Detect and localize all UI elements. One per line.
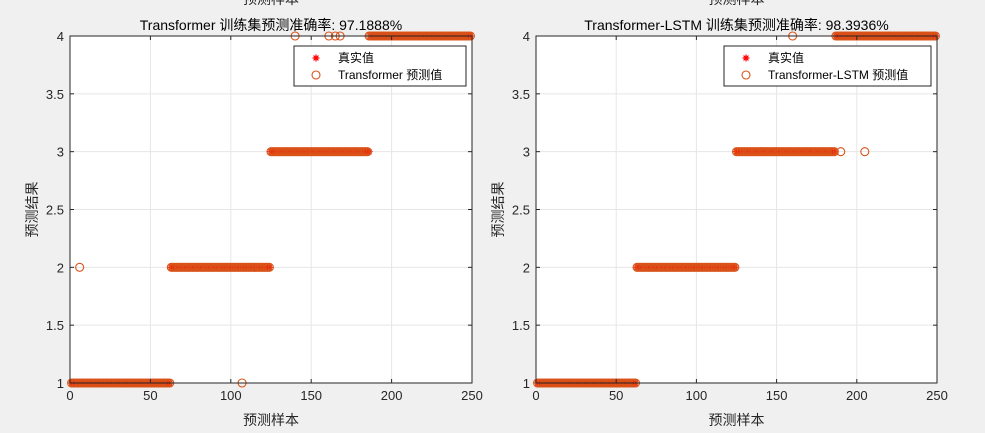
predicted-outlier-point — [75, 262, 85, 272]
y-tick-label: 1 — [523, 376, 530, 391]
true-value-point — [365, 148, 373, 156]
legend-true-marker — [312, 54, 320, 62]
x-tick-label: 50 — [143, 388, 157, 403]
y-axis-label: 预测结果 — [491, 182, 507, 238]
x-tick-label: 200 — [846, 388, 868, 403]
x-tick-label: 250 — [461, 388, 483, 403]
x-tick-label: 100 — [220, 388, 242, 403]
legend-box — [293, 45, 467, 87]
x-tick-label: 100 — [686, 388, 708, 403]
legend-true-label: 真实值 — [338, 50, 374, 65]
predicted-outlier-point — [860, 147, 870, 157]
y-tick-label: 1 — [57, 376, 64, 391]
y-tick-label: 1.5 — [512, 318, 530, 333]
x-tick-label: 200 — [381, 388, 403, 403]
predicted-value-point — [829, 147, 839, 157]
y-tick-label: 2.5 — [512, 203, 530, 218]
chart-2: 0 50 100 150 200 250 1 1.5 2 2.5 3 3.5 4 预测样本 Transfor… — [491, 0, 948, 429]
legend-true-marker — [742, 54, 750, 62]
y-tick-label: 2 — [523, 260, 530, 275]
y-tick-label: 2 — [57, 260, 64, 275]
true-value-point — [731, 263, 739, 271]
x-tick-label: 0 — [66, 388, 73, 403]
x-tick-label: 150 — [300, 388, 322, 403]
legend-predicted-marker — [741, 70, 751, 80]
y-tick-label: 3 — [523, 145, 530, 160]
predicted-value-point — [362, 147, 373, 157]
x-axis-label: 预测样本 — [709, 413, 765, 429]
predicted-value-point — [730, 262, 740, 272]
y-tick-label: 3.5 — [46, 87, 64, 102]
predicted-outlier-point — [836, 147, 846, 157]
legend: 真实值 Transformer 预测值 — [293, 45, 467, 87]
clipped-top-label: 预测样本 — [243, 0, 299, 8]
x-tick-label: 0 — [532, 388, 539, 403]
chart-title: Transformer 训练集预测准确率: 97.1888% — [140, 17, 402, 33]
legend-predicted-label: Transformer 预测值 — [338, 67, 442, 82]
y-tick-label: 4 — [57, 29, 64, 44]
chart-1: 0 50 100 150 200 250 1 1.5 2 2.5 3 3.5 4 预测样本 Transfor… — [25, 0, 483, 429]
y-tick-label: 4 — [523, 29, 530, 44]
y-tick-label: 1.5 — [46, 318, 64, 333]
clipped-top-label: 预测样本 — [709, 0, 765, 8]
legend-predicted-marker — [311, 70, 321, 80]
true-value-point — [830, 148, 838, 156]
predicted-value-point — [264, 262, 274, 272]
legend: 真实值 Transformer-LSTM 预测值 — [723, 45, 932, 87]
y-axis-label: 预测结果 — [25, 182, 41, 238]
y-tick-label: 2.5 — [46, 203, 64, 218]
y-tick-label: 3.5 — [512, 87, 530, 102]
legend-box — [723, 45, 932, 87]
x-tick-label: 150 — [766, 388, 788, 403]
true-value-point — [265, 263, 273, 271]
x-tick-label: 50 — [609, 388, 623, 403]
chart-title: Transformer-LSTM 训练集预测准确率: 98.3936% — [584, 17, 888, 33]
x-tick-label: 250 — [926, 388, 948, 403]
legend-predicted-label: Transformer-LSTM 预测值 — [768, 67, 908, 82]
x-axis-label: 预测样本 — [243, 413, 299, 429]
y-tick-label: 3 — [57, 145, 64, 160]
legend-true-label: 真实值 — [768, 50, 804, 65]
